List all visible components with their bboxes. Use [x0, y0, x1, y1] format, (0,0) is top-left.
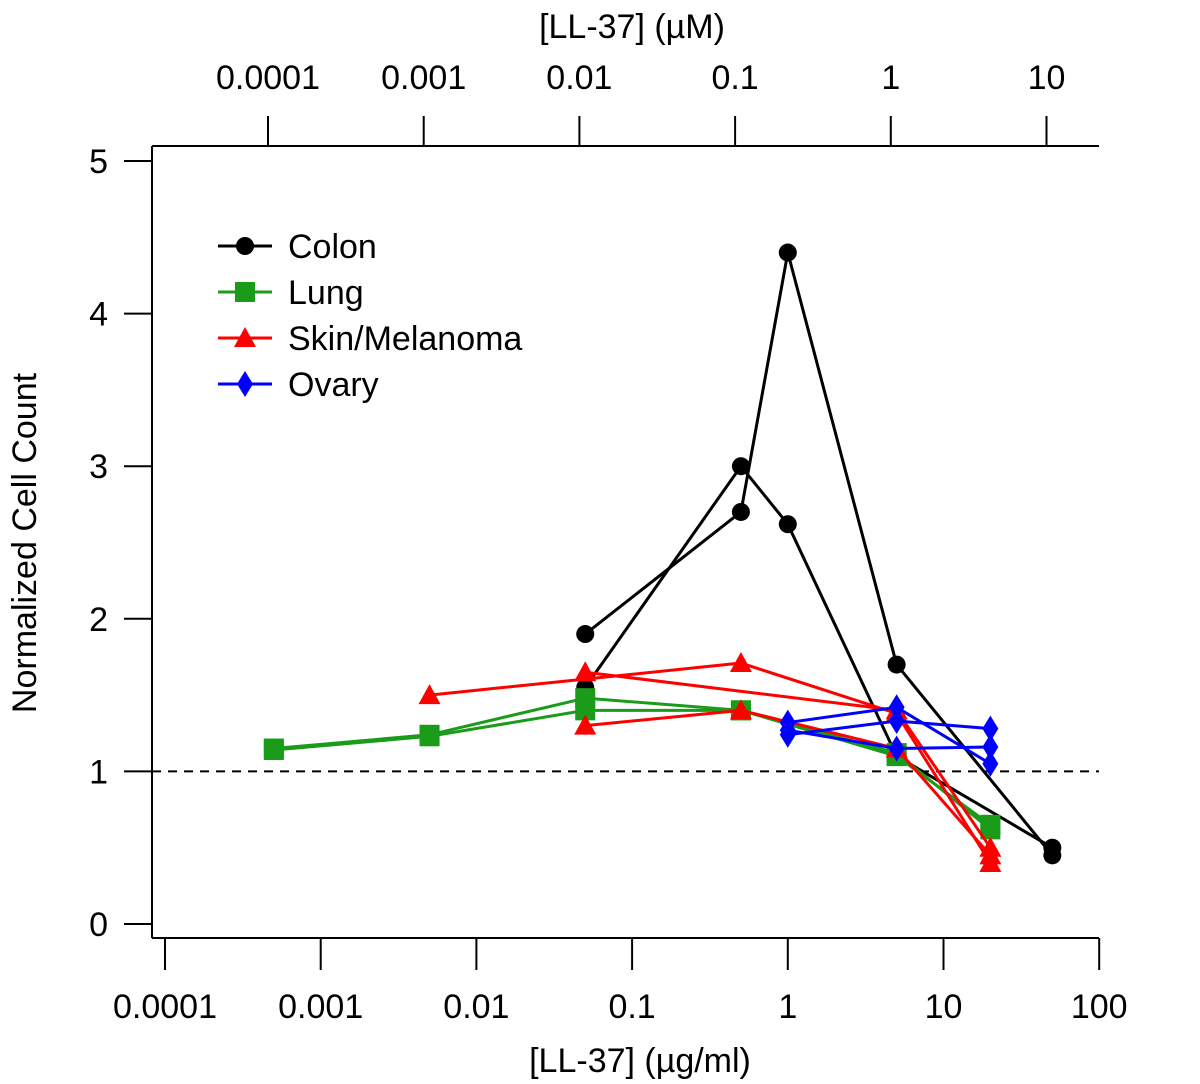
legend-marker [235, 282, 255, 302]
data-point-colon [778, 515, 797, 534]
data-point-colon [731, 502, 750, 521]
series-colon [576, 457, 1062, 857]
series-layer [263, 243, 1062, 872]
data-point-skin-melanoma [418, 684, 441, 705]
top-x-axis-title: [LL-37] (µM) [539, 8, 725, 46]
y-tick-label: 3 [89, 448, 108, 486]
x-tick-label: 1 [778, 988, 797, 1026]
data-point-lung [263, 740, 284, 761]
top-x-tick-label: 0.0001 [216, 59, 320, 97]
y-tick-label: 5 [89, 143, 108, 181]
data-point-colon [576, 625, 595, 644]
legend-label: Lung [288, 274, 364, 312]
series-line-colon [584, 464, 1054, 849]
series-line-colon [584, 251, 1054, 857]
legend-item-lung: Lung [218, 274, 364, 312]
y-tick-label: 1 [89, 753, 108, 791]
series-ovary [779, 717, 999, 762]
data-point-ovary [888, 735, 905, 762]
legend-item-ovary: Ovary [218, 366, 379, 404]
x-tick-label: 10 [925, 988, 963, 1026]
y-tick-label: 0 [89, 906, 108, 944]
top-x-tick-label: 0.001 [381, 59, 466, 97]
data-point-skin-melanoma [729, 699, 752, 720]
legend: Colon Lung Skin/Melanoma Ovary [218, 228, 522, 404]
data-point-ovary [888, 708, 905, 735]
data-point-ovary [982, 750, 999, 777]
x-tick-label: 0.1 [608, 988, 655, 1026]
series-skin-melanoma [574, 661, 1002, 857]
top-x-axis: 0.0001 0.001 0.01 0.1 1 10 [216, 59, 1065, 146]
y-tick-label: 4 [89, 296, 108, 334]
data-point-colon [778, 243, 797, 262]
data-point-colon [887, 655, 906, 674]
legend-label: Ovary [288, 366, 379, 404]
data-point-skin-melanoma [729, 652, 752, 673]
data-point-colon [731, 457, 750, 476]
x-axis-title: [LL-37] (µg/ml) [529, 1042, 751, 1080]
y-tick-label: 2 [89, 601, 108, 639]
data-point-ovary [779, 717, 796, 744]
data-point-skin-melanoma [574, 661, 597, 682]
series-line-skin-melanoma [585, 670, 992, 849]
data-point-ovary [982, 733, 999, 760]
data-point-skin-melanoma [979, 844, 1002, 865]
data-point-colon [1043, 838, 1062, 857]
data-point-skin-melanoma [574, 714, 597, 735]
x-tick-label: 0.0001 [113, 988, 217, 1026]
top-x-tick-label: 0.1 [711, 59, 758, 97]
series-line-lung [273, 696, 992, 831]
legend-label: Skin/Melanoma [288, 320, 522, 358]
data-point-lung [575, 700, 596, 721]
plot-frame [151, 145, 1099, 939]
x-tick-label: 100 [1071, 988, 1128, 1026]
legend-item-colon: Colon [218, 228, 377, 266]
legend-item-skin-melanoma: Skin/Melanoma [218, 320, 522, 358]
x-tick-label: 0.001 [278, 988, 363, 1026]
legend-marker [236, 237, 254, 255]
data-point-lung [419, 726, 440, 747]
y-axis: 0 1 2 3 4 5 [89, 143, 152, 944]
bottom-x-axis: 0.0001 0.001 0.01 0.1 1 10 100 [113, 938, 1128, 1026]
top-x-tick-label: 10 [1028, 59, 1066, 97]
top-x-tick-label: 0.01 [546, 59, 612, 97]
top-x-tick-label: 1 [881, 59, 900, 97]
legend-marker [237, 371, 253, 397]
legend-label: Colon [288, 228, 377, 266]
data-point-lung [980, 814, 1001, 835]
data-point-ovary [982, 715, 999, 742]
data-point-ovary [888, 694, 905, 721]
x-tick-label: 0.01 [443, 988, 509, 1026]
y-axis-title: Normalized Cell Count [6, 372, 44, 713]
legend-marker [234, 327, 256, 347]
